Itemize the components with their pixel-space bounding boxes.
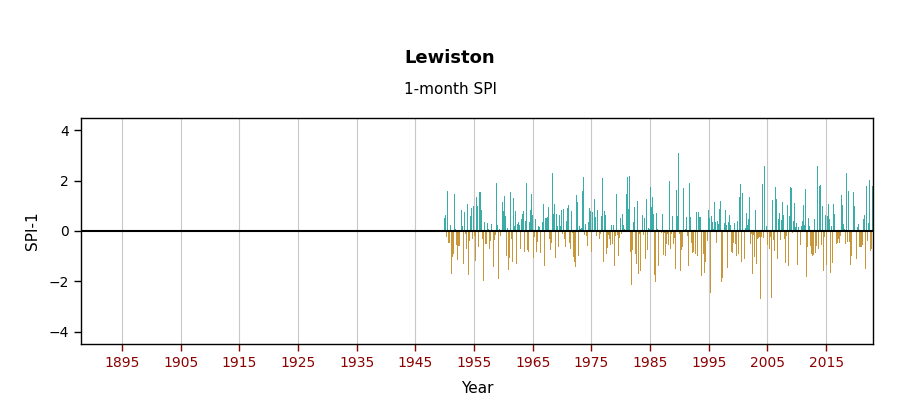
Y-axis label: SPI-1: SPI-1 (25, 212, 40, 250)
X-axis label: Year: Year (461, 381, 493, 396)
Text: 1-month SPI: 1-month SPI (403, 81, 497, 97)
Text: Lewiston: Lewiston (405, 49, 495, 67)
